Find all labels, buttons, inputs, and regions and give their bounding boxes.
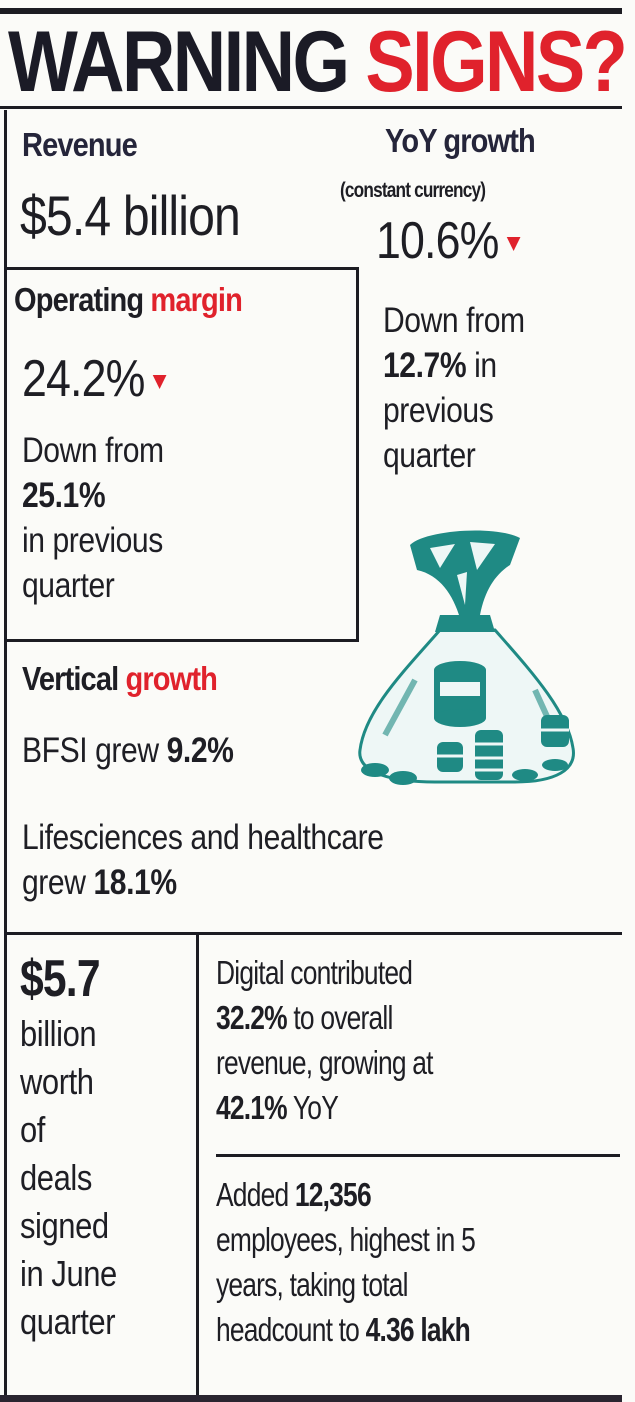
headcount-line3: years, taking total bbox=[216, 1266, 409, 1303]
op-margin-label-part1: Operating bbox=[14, 281, 144, 318]
bfsi-growth: BFSI grew 9.2% bbox=[22, 728, 234, 773]
yoy-growth-value-row: 10.6% bbox=[376, 212, 521, 270]
op-note-line1: Down from bbox=[22, 431, 164, 470]
yoy-growth-label: YoY growth bbox=[385, 122, 536, 159]
yoy-growth-value: 10.6% bbox=[376, 212, 499, 270]
deals-line3: of bbox=[20, 1109, 45, 1150]
top-rule bbox=[0, 8, 622, 14]
headcount-total-value: 4.36 lakh bbox=[365, 1311, 471, 1348]
vertical-growth-label: Vertical growth bbox=[22, 660, 218, 698]
digital-block: Digital contributed 32.2% to overall rev… bbox=[216, 950, 433, 1130]
op-margin-value-row: 24.2% bbox=[22, 350, 167, 408]
bottom-section-divider bbox=[4, 932, 622, 935]
op-margin-value: 24.2% bbox=[22, 350, 145, 408]
operating-margin-box bbox=[4, 267, 359, 642]
left-border bbox=[4, 110, 7, 1398]
headcount-line2: employees, highest in 5 bbox=[216, 1221, 476, 1258]
revenue-label: Revenue bbox=[22, 126, 138, 163]
headline-underline bbox=[0, 106, 622, 109]
lifesciences-line2: grew 18.1% bbox=[22, 860, 384, 905]
op-margin-note: Down from 25.1% in previous quarter bbox=[22, 428, 164, 608]
headcount-line4: headcount to 4.36 lakh bbox=[216, 1307, 475, 1352]
digital-line4-rest: YoY bbox=[286, 1089, 339, 1126]
deals-line5: signed bbox=[20, 1205, 109, 1246]
op-margin-label-part2: margin bbox=[150, 281, 242, 318]
digital-line4: 42.1% YoY bbox=[216, 1085, 433, 1130]
headcount-line1: Added 12,356 bbox=[216, 1172, 475, 1217]
deals-value: $5.7 bbox=[20, 950, 101, 1008]
headline: WARNING SIGNS? bbox=[8, 14, 628, 110]
headcount-line4-prefix: headcount to bbox=[216, 1311, 366, 1348]
lifesciences-growth: Lifesciences and healthcare grew 18.1% bbox=[22, 815, 384, 905]
operating-margin-label: Operating margin bbox=[14, 281, 243, 319]
op-note-line4: quarter bbox=[22, 566, 115, 605]
op-previous-value: 25.1% bbox=[22, 476, 106, 515]
op-note-line3: in previous bbox=[22, 521, 163, 560]
yoy-note-line1: Down from bbox=[383, 301, 525, 340]
deals-line4: deals bbox=[20, 1157, 92, 1198]
digital-growth-value: 42.1% bbox=[216, 1089, 288, 1126]
digital-line2-rest: to overall bbox=[286, 999, 393, 1036]
headcount-added-value: 12,356 bbox=[294, 1176, 372, 1213]
deals-line2: worth bbox=[20, 1061, 94, 1102]
yoy-growth-sublabel: (constant currency) bbox=[340, 179, 486, 202]
lifesciences-line1: Lifesciences and healthcare bbox=[22, 818, 384, 857]
vertical-growth-label-part1: Vertical bbox=[22, 660, 119, 697]
yoy-note-line3: previous bbox=[383, 391, 494, 430]
bfsi-text: BFSI grew bbox=[22, 731, 167, 770]
yoy-note-in: in bbox=[466, 346, 497, 385]
deals-line7: quarter bbox=[20, 1301, 116, 1342]
yoy-note-line4: quarter bbox=[383, 436, 476, 475]
digital-line3: revenue, growing at bbox=[216, 1044, 433, 1081]
vertical-growth-label-part2: growth bbox=[125, 660, 217, 697]
lifesciences-grew: grew bbox=[22, 863, 94, 902]
bottom-rule bbox=[0, 1395, 622, 1402]
column-divider bbox=[196, 934, 199, 1396]
right-column-divider bbox=[216, 1154, 620, 1157]
deals-block: $5.7 billion worth of deals signed in Ju… bbox=[20, 950, 133, 1346]
deals-text: billion worth of deals signed in June qu… bbox=[20, 1010, 117, 1346]
bfsi-value: 9.2% bbox=[166, 731, 234, 770]
money-bag-icon bbox=[345, 520, 590, 790]
revenue-value: $5.4 billion bbox=[20, 184, 241, 247]
headcount-prefix: Added bbox=[216, 1176, 295, 1213]
deals-line1: billion bbox=[20, 1013, 97, 1054]
digital-line2: 32.2% to overall bbox=[216, 995, 433, 1040]
headline-part1: WARNING bbox=[8, 14, 350, 110]
down-arrow-icon bbox=[507, 237, 521, 252]
yoy-growth-note: Down from 12.7% in previous quarter bbox=[383, 298, 525, 478]
digital-line1: Digital contributed bbox=[216, 954, 413, 991]
yoy-note-line2: 12.7% in bbox=[383, 343, 525, 388]
headline-part2: SIGNS? bbox=[365, 14, 627, 110]
yoy-previous-value: 12.7% bbox=[383, 346, 467, 385]
deals-line6: in June bbox=[20, 1253, 117, 1294]
digital-share-value: 32.2% bbox=[216, 999, 288, 1036]
op-note-line2: 25.1% bbox=[22, 473, 164, 518]
headcount-block: Added 12,356 employees, highest in 5 yea… bbox=[216, 1172, 476, 1352]
down-arrow-icon bbox=[153, 375, 167, 390]
lifesciences-value: 18.1% bbox=[93, 863, 177, 902]
